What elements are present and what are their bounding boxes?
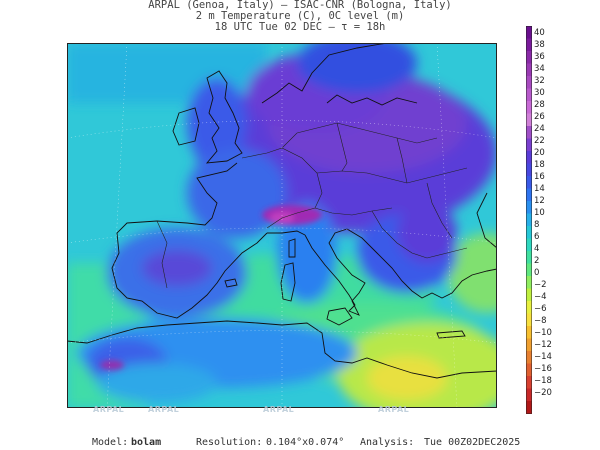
coastlines xyxy=(67,43,497,379)
colorbar-swatch xyxy=(526,113,532,127)
colorbar-swatch xyxy=(526,101,532,114)
colorbar-swatch xyxy=(526,338,532,352)
colorbar-swatch xyxy=(526,26,532,39)
colorbar-swatch xyxy=(526,76,532,89)
colorbar-swatch xyxy=(526,363,532,377)
colorbar-swatch xyxy=(526,176,532,189)
watermark-arpal: ARPAL xyxy=(378,405,410,414)
colorbar-tick-label: 16 xyxy=(534,171,545,182)
colorbar-tick-label: −20 xyxy=(534,387,552,398)
colorbar-tick-label: −4 xyxy=(534,291,547,302)
colorbar-tick-label: −14 xyxy=(534,351,552,362)
colorbar-swatch xyxy=(526,263,532,277)
colorbar-tick-label: −6 xyxy=(534,303,547,314)
colorbar-tick-label: 20 xyxy=(534,147,545,158)
colorbar-swatch xyxy=(526,51,532,64)
colorbar-border xyxy=(526,26,532,414)
colorbar-swatch xyxy=(526,213,532,227)
colorbar-swatch xyxy=(526,326,532,339)
colorbar-swatch xyxy=(526,226,532,239)
model-value: bolam xyxy=(131,437,162,448)
colorbar-tick-label: 2 xyxy=(534,255,540,266)
colorbar-tick-label: 34 xyxy=(534,63,545,74)
colorbar-tick-label: 36 xyxy=(534,51,545,62)
colorbar-tick-label: −8 xyxy=(534,315,547,326)
colorbar-swatch xyxy=(526,288,532,302)
colorbar-tick-label: 14 xyxy=(534,183,545,194)
colorbar xyxy=(526,26,532,414)
resolution-value: 0.104°x0.074° xyxy=(266,437,345,448)
model-label: Model: xyxy=(92,437,129,448)
colorbar-swatch xyxy=(526,88,532,102)
colorbar-swatch xyxy=(526,251,532,264)
colorbar-tick-label: 32 xyxy=(534,75,545,86)
colorbar-tick-label: −18 xyxy=(534,375,552,386)
header-valid-time: 18 UTC Tue 02 DEC — τ = 18h xyxy=(214,21,386,33)
colorbar-tick-label: −2 xyxy=(534,279,547,290)
colorbar-swatch xyxy=(526,301,532,314)
colorbar-swatch xyxy=(526,188,532,202)
header-institutions: ARPAL (Genoa, Italy) — ISAC-CNR (Bologna… xyxy=(148,0,452,11)
resolution-label: Resolution: xyxy=(196,437,263,448)
colorbar-swatch xyxy=(526,38,532,52)
colorbar-tick-label: 18 xyxy=(534,159,545,170)
colorbar-tick-label: 8 xyxy=(534,219,540,230)
colorbar-swatch xyxy=(526,126,532,139)
temperature-field xyxy=(67,43,497,408)
watermark-arpal: ARPAL xyxy=(93,405,125,414)
colorbar-tick-label: −12 xyxy=(534,339,552,350)
colorbar-tick-label: 4 xyxy=(534,243,540,254)
colorbar-tick-label: 38 xyxy=(534,39,545,50)
colorbar-tick-label: 22 xyxy=(534,135,545,146)
header-variable: 2 m Temperature (C), 0C level (m) xyxy=(195,10,405,22)
colorbar-tick-label: 0 xyxy=(534,267,540,278)
country-borders xyxy=(156,122,468,289)
colorbar-swatch xyxy=(526,63,532,77)
watermark-arpal: ARPAL xyxy=(263,405,295,414)
colorbar-tick-label: 26 xyxy=(534,111,545,122)
colorbar-tick-label: 30 xyxy=(534,87,545,98)
colorbar-swatch xyxy=(526,238,532,252)
colorbar-swatch xyxy=(526,201,532,214)
colorbar-tick-label: 24 xyxy=(534,123,545,134)
colorbar-swatch xyxy=(526,138,532,152)
colorbar-tick-label: 28 xyxy=(534,99,545,110)
map-canvas xyxy=(67,43,497,408)
analysis-value: Tue 00Z02DEC2025 xyxy=(424,437,521,448)
watermark-arpal: ARPAL xyxy=(148,405,180,414)
colorbar-tick-label: −10 xyxy=(534,327,552,338)
colorbar-swatch xyxy=(526,401,532,414)
colorbar-tick-label: 10 xyxy=(534,207,545,218)
graticule xyxy=(67,43,497,408)
colorbar-tick-label: 12 xyxy=(534,195,545,206)
colorbar-swatch xyxy=(526,388,532,402)
colorbar-swatch xyxy=(526,276,532,289)
analysis-label: Analysis: xyxy=(360,437,415,448)
colorbar-swatch xyxy=(526,376,532,389)
colorbar-tick-label: 6 xyxy=(534,231,540,242)
colorbar-tick-label: −16 xyxy=(534,363,552,374)
colorbar-tick-label: 40 xyxy=(534,27,545,38)
colorbar-swatch xyxy=(526,313,532,327)
colorbar-swatch xyxy=(526,351,532,364)
colorbar-swatch xyxy=(526,163,532,177)
temperature-map xyxy=(67,43,497,408)
colorbar-swatch xyxy=(526,151,532,164)
